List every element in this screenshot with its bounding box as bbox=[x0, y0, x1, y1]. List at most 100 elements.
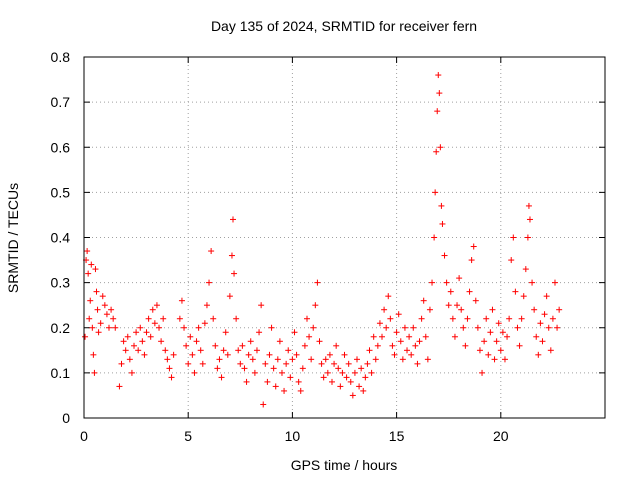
data-point bbox=[272, 383, 279, 390]
data-point bbox=[94, 306, 101, 313]
data-point bbox=[537, 320, 544, 327]
data-point bbox=[328, 378, 335, 385]
data-point bbox=[531, 306, 538, 313]
y-tick-label: 0.6 bbox=[51, 139, 71, 155]
x-tick-label: 15 bbox=[389, 428, 405, 444]
data-point bbox=[422, 333, 429, 340]
data-point bbox=[535, 351, 542, 358]
data-point bbox=[420, 297, 427, 304]
data-point bbox=[541, 311, 548, 318]
data-point bbox=[476, 347, 483, 354]
data-point bbox=[93, 288, 100, 295]
data-point bbox=[479, 369, 486, 376]
data-point bbox=[112, 324, 119, 331]
data-point bbox=[118, 360, 125, 367]
data-point bbox=[404, 347, 411, 354]
data-point bbox=[556, 306, 563, 313]
data-point bbox=[520, 293, 527, 300]
data-point bbox=[549, 315, 556, 322]
data-point bbox=[456, 275, 463, 282]
data-point bbox=[131, 342, 138, 349]
data-point bbox=[135, 347, 142, 354]
data-point bbox=[147, 333, 154, 340]
data-point bbox=[224, 351, 231, 358]
data-point bbox=[101, 302, 108, 309]
data-point bbox=[95, 329, 102, 336]
data-point bbox=[543, 293, 550, 300]
data-point bbox=[356, 383, 363, 390]
data-point bbox=[368, 369, 375, 376]
data-point bbox=[339, 369, 346, 376]
data-point bbox=[166, 365, 173, 372]
y-tick-label: 0.2 bbox=[51, 320, 71, 336]
data-point bbox=[466, 288, 473, 295]
data-point bbox=[495, 320, 502, 327]
x-tick-label: 0 bbox=[80, 428, 88, 444]
data-point bbox=[474, 324, 481, 331]
data-point bbox=[433, 148, 440, 155]
data-point bbox=[445, 302, 452, 309]
data-point bbox=[181, 324, 188, 331]
data-point bbox=[387, 315, 394, 322]
data-point bbox=[197, 347, 204, 354]
data-point bbox=[262, 360, 269, 367]
data-point bbox=[243, 378, 250, 385]
data-point bbox=[293, 351, 300, 358]
data-point bbox=[331, 360, 338, 367]
data-point bbox=[424, 356, 431, 363]
data-point bbox=[462, 342, 469, 349]
data-point bbox=[458, 306, 465, 313]
data-point bbox=[168, 374, 175, 381]
data-point bbox=[312, 302, 319, 309]
data-point bbox=[525, 202, 532, 209]
data-point bbox=[522, 266, 529, 273]
data-point bbox=[256, 329, 263, 336]
data-point bbox=[133, 329, 140, 336]
data-point bbox=[84, 248, 91, 255]
data-point bbox=[322, 356, 329, 363]
data-point bbox=[358, 365, 365, 372]
data-point bbox=[216, 356, 223, 363]
data-point bbox=[364, 360, 371, 367]
data-point bbox=[514, 324, 521, 331]
data-point bbox=[203, 302, 210, 309]
data-point bbox=[266, 351, 273, 358]
data-point bbox=[526, 216, 533, 223]
data-point bbox=[228, 252, 235, 259]
data-point bbox=[160, 315, 167, 322]
data-point bbox=[438, 202, 445, 209]
data-point bbox=[226, 293, 233, 300]
data-point bbox=[432, 189, 439, 196]
data-point bbox=[372, 356, 379, 363]
data-point bbox=[103, 311, 110, 318]
data-point bbox=[260, 401, 267, 408]
data-point bbox=[247, 338, 254, 345]
data-point bbox=[122, 347, 129, 354]
data-point bbox=[418, 315, 425, 322]
data-point bbox=[126, 356, 133, 363]
data-point bbox=[393, 329, 400, 336]
data-point bbox=[85, 270, 92, 277]
data-point bbox=[235, 347, 242, 354]
data-point bbox=[545, 324, 552, 331]
data-point bbox=[551, 279, 558, 286]
data-point bbox=[464, 315, 471, 322]
data-point bbox=[220, 347, 227, 354]
data-point bbox=[253, 347, 260, 354]
data-point bbox=[437, 144, 444, 151]
x-tick-label: 10 bbox=[285, 428, 301, 444]
data-point bbox=[489, 306, 496, 313]
data-point bbox=[412, 342, 419, 349]
data-point bbox=[410, 324, 417, 331]
data-point bbox=[512, 288, 519, 295]
data-point bbox=[151, 320, 158, 327]
data-point bbox=[472, 297, 479, 304]
data-point bbox=[295, 378, 302, 385]
data-point bbox=[539, 338, 546, 345]
data-point bbox=[360, 387, 367, 394]
data-point bbox=[158, 338, 165, 345]
data-point bbox=[128, 369, 135, 376]
data-point bbox=[326, 351, 333, 358]
data-point bbox=[366, 347, 373, 354]
data-point bbox=[506, 315, 513, 322]
